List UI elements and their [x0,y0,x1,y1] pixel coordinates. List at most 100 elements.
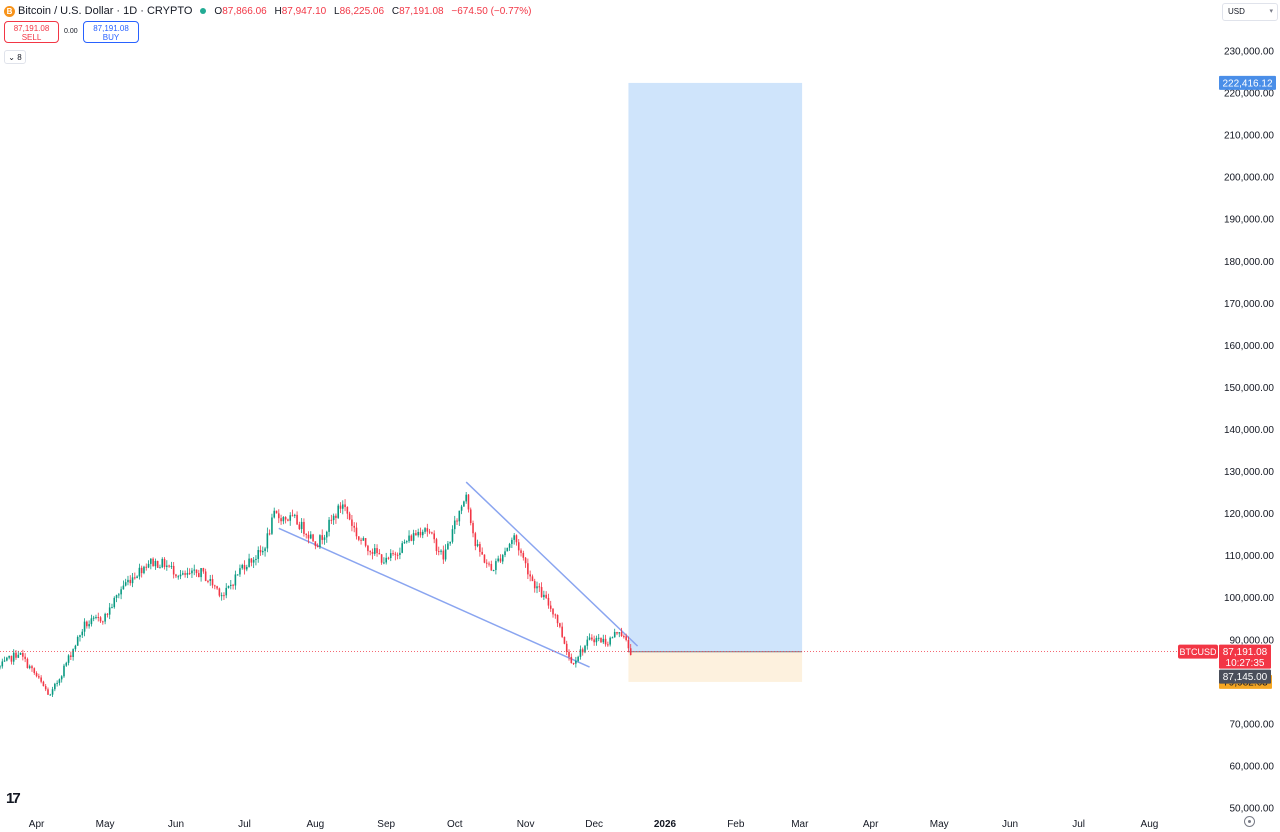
candle [8,655,10,660]
candle [600,637,602,644]
y-tick-label: 70,000.00 [1230,719,1275,730]
y-tick-label: 50,000.00 [1230,804,1275,815]
price-axis[interactable]: 230,000.00 220,000.00 210,000.00 200,000.00… [1224,47,1274,815]
trendline-layer[interactable] [278,481,639,668]
candle [12,649,15,665]
candle-body [433,533,435,540]
sell-button[interactable]: 87,191.08 SELL [4,21,59,43]
candle [325,530,328,543]
candle [159,564,161,569]
candle-body [291,515,294,517]
candle [67,654,70,666]
candle-body [147,563,150,568]
candle-body [56,682,58,684]
stop-zone[interactable] [628,651,803,682]
candle-body [214,585,216,587]
candle [492,569,495,572]
candle-body [463,501,465,507]
candle-body [54,683,56,690]
candle [476,539,479,548]
candle [227,585,230,589]
candle-body [396,554,399,556]
candle [549,600,552,612]
candle-body [362,538,365,541]
candle [245,564,248,572]
tradingview-logo[interactable]: 17 [6,790,21,807]
target-price-label-bg [1219,75,1276,90]
candle-body [570,656,573,663]
candle [90,614,93,627]
trendline-1[interactable] [465,481,639,647]
candle-body [385,557,387,563]
candle [376,544,378,557]
candle-body [424,528,426,532]
candle-body [230,584,232,586]
candle [266,527,269,553]
symbol-title[interactable]: Bitcoin / U.S. Dollar · 1D · CRYPTO [18,5,193,17]
candle [264,546,266,557]
indicators-count: 8 [17,53,22,62]
candle [520,548,522,557]
candle [239,564,241,577]
candle [49,693,52,696]
candle-body [193,569,196,571]
candle-body [611,637,614,639]
candle [312,533,314,542]
candle-body [275,510,278,514]
candle [403,539,406,544]
candle-body [579,649,582,657]
candle-body [163,558,166,567]
candle-body [545,594,547,598]
candle-body [115,595,118,598]
candle-body [428,531,431,533]
candle [561,622,563,639]
spread-value: 0.00 [64,28,78,35]
candle-body [241,565,244,569]
candle-body [108,607,111,615]
candle-body [300,521,303,530]
chevron-down-icon: ⌄ [8,53,15,62]
candle [44,684,47,692]
candle [513,532,515,545]
currency-select[interactable]: USD ▾ [1222,3,1278,21]
candle [248,553,250,568]
candle-body [243,565,246,570]
candle [314,541,317,550]
candle-body [35,672,38,677]
gear-icon[interactable] [1244,816,1255,827]
candle [129,575,132,586]
candle [300,518,303,534]
candle-body [200,568,202,578]
candle [104,612,106,625]
candle [83,618,86,637]
time-axis[interactable]: Apr May Jun Jul Aug Sep Oct Nov Dec 2026 Feb Mar Apr… [29,819,1159,830]
target-zone[interactable] [628,82,803,652]
candle [177,574,180,580]
low-label: L [334,5,340,17]
position-tool-layer[interactable] [628,82,803,682]
candle [497,555,499,563]
candle-body [533,581,536,589]
candle [577,655,579,663]
candle [488,561,490,567]
candle [284,516,287,524]
indicators-toggle[interactable]: ⌄ 8 [4,50,26,64]
candle-body [588,637,591,640]
candle-body [319,535,321,548]
currency-value: USD [1228,7,1245,16]
candle-body [44,686,47,690]
buy-button[interactable]: 87,191.08 BUY [83,21,139,43]
candle [499,554,502,564]
candle [584,644,586,654]
sell-price: 87,191.08 [13,24,50,33]
trendline-2[interactable] [278,527,590,668]
candle [396,552,399,560]
x-tick-label: May [96,819,115,830]
candle [373,543,376,556]
candle-body [12,652,15,662]
candle-body [442,550,445,560]
y-tick-label: 190,000.00 [1224,215,1274,226]
candle [95,614,97,620]
candle-body [72,649,74,657]
